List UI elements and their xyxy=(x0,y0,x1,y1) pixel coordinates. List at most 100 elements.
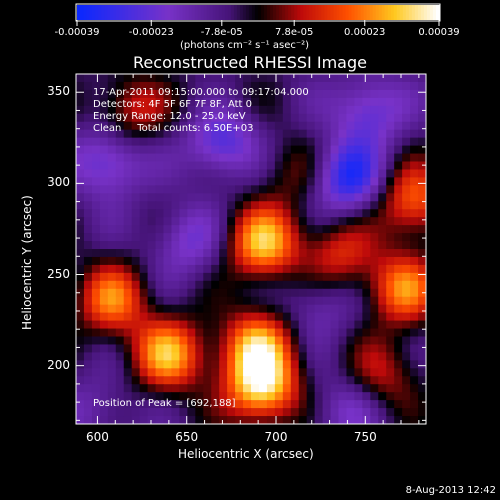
heatmap-cell xyxy=(394,312,403,322)
heatmap-cell xyxy=(314,185,324,194)
colorbar-cell xyxy=(291,5,295,20)
heatmap-cell xyxy=(139,249,149,258)
heatmap-cell xyxy=(179,304,188,314)
colorbar-cell xyxy=(167,5,172,20)
heatmap-cell xyxy=(155,272,164,282)
heatmap-cell xyxy=(338,360,347,369)
heatmap-cell xyxy=(83,264,93,274)
heatmap-cell xyxy=(91,368,101,377)
heatmap-cell xyxy=(258,384,268,393)
heatmap-cell xyxy=(243,145,252,155)
heatmap-cell xyxy=(378,129,387,139)
heatmap-cell xyxy=(282,209,292,218)
heatmap-cell xyxy=(107,233,117,242)
heatmap-cell xyxy=(139,392,149,401)
heatmap-cell xyxy=(370,177,379,186)
heatmap-cell xyxy=(290,312,300,322)
heatmap-cell xyxy=(282,400,292,409)
heatmap-cell xyxy=(219,360,228,369)
heatmap-cell xyxy=(139,145,149,155)
heatmap-cell xyxy=(243,264,252,274)
heatmap-cell xyxy=(155,360,164,369)
heatmap-cell xyxy=(211,400,220,409)
heatmap-cell xyxy=(131,97,141,107)
heatmap-cell xyxy=(91,360,101,369)
heatmap-cell xyxy=(131,233,141,242)
heatmap-cell xyxy=(76,280,85,290)
heatmap-cell xyxy=(418,225,427,234)
heatmap-cell xyxy=(91,137,101,147)
heatmap-cell xyxy=(123,376,133,385)
heatmap-cell xyxy=(139,121,149,131)
heatmap-cell xyxy=(155,249,164,258)
heatmap-cell xyxy=(123,241,133,250)
heatmap-cell xyxy=(330,352,339,361)
colorbar-cell xyxy=(140,5,144,20)
heatmap-cell xyxy=(410,169,419,178)
heatmap-cell xyxy=(258,304,268,314)
heatmap-cell xyxy=(322,296,332,306)
heatmap-cell xyxy=(187,256,196,266)
heatmap-cell xyxy=(290,360,300,369)
heatmap-cell xyxy=(282,113,292,123)
heatmap-cell xyxy=(282,145,292,155)
heatmap-cell xyxy=(99,376,109,385)
heatmap-cell xyxy=(394,241,403,250)
heatmap-cell xyxy=(227,89,236,99)
heatmap-cell xyxy=(171,161,180,170)
heatmap-cell xyxy=(83,416,93,425)
heatmap-cell xyxy=(410,241,419,250)
heatmap-cell xyxy=(338,376,347,385)
heatmap-cell xyxy=(187,161,196,170)
heatmap-cell xyxy=(219,137,228,147)
heatmap-cell xyxy=(195,304,204,314)
colorbar-cell xyxy=(267,5,271,20)
heatmap-cell xyxy=(203,161,212,170)
heatmap-cell xyxy=(266,113,276,123)
heatmap-cell xyxy=(179,201,188,210)
heatmap-cell xyxy=(195,264,204,274)
heatmap-cell xyxy=(91,352,101,361)
heatmap-cell xyxy=(306,304,316,314)
heatmap-cell xyxy=(362,129,371,139)
heatmap-cell xyxy=(274,74,284,83)
heatmap-cell xyxy=(306,288,316,298)
heatmap-cell xyxy=(195,169,204,178)
colorbar-cell xyxy=(270,5,274,20)
heatmap-cell xyxy=(322,256,332,266)
colorbar-cell xyxy=(261,5,265,20)
heatmap-cell xyxy=(131,241,141,250)
heatmap-cell xyxy=(195,185,204,194)
heatmap-cell xyxy=(322,161,332,170)
y-tick-label: 250 xyxy=(47,266,70,281)
heatmap-cell xyxy=(123,217,133,226)
heatmap-cell xyxy=(330,113,339,123)
heatmap-cell xyxy=(306,336,316,345)
heatmap-cell xyxy=(171,328,180,337)
heatmap-cell xyxy=(330,89,339,99)
heatmap-cell xyxy=(195,241,204,250)
heatmap-cell xyxy=(251,153,260,162)
heatmap-cell xyxy=(410,105,419,115)
heatmap-cell xyxy=(139,137,149,147)
heatmap-cell xyxy=(76,217,85,226)
heatmap-cell xyxy=(139,264,149,274)
heatmap-cell xyxy=(290,201,300,210)
heatmap-cell xyxy=(346,105,355,115)
heatmap-cell xyxy=(219,145,228,155)
heatmap-cell xyxy=(402,121,411,131)
heatmap-cell xyxy=(378,249,387,258)
heatmap-cell xyxy=(211,185,220,194)
heatmap-cell xyxy=(298,129,308,139)
heatmap-cell xyxy=(211,113,220,123)
heatmap-cell xyxy=(99,74,109,83)
heatmap-cell xyxy=(370,344,379,353)
colorbar-cell xyxy=(396,5,401,20)
heatmap-cell xyxy=(402,129,411,139)
heatmap-cell xyxy=(298,288,308,298)
heatmap-cell xyxy=(266,256,276,266)
heatmap-cell xyxy=(76,161,85,170)
heatmap-cell xyxy=(258,129,268,139)
heatmap-cell xyxy=(171,97,180,107)
heatmap-cell xyxy=(211,249,220,258)
